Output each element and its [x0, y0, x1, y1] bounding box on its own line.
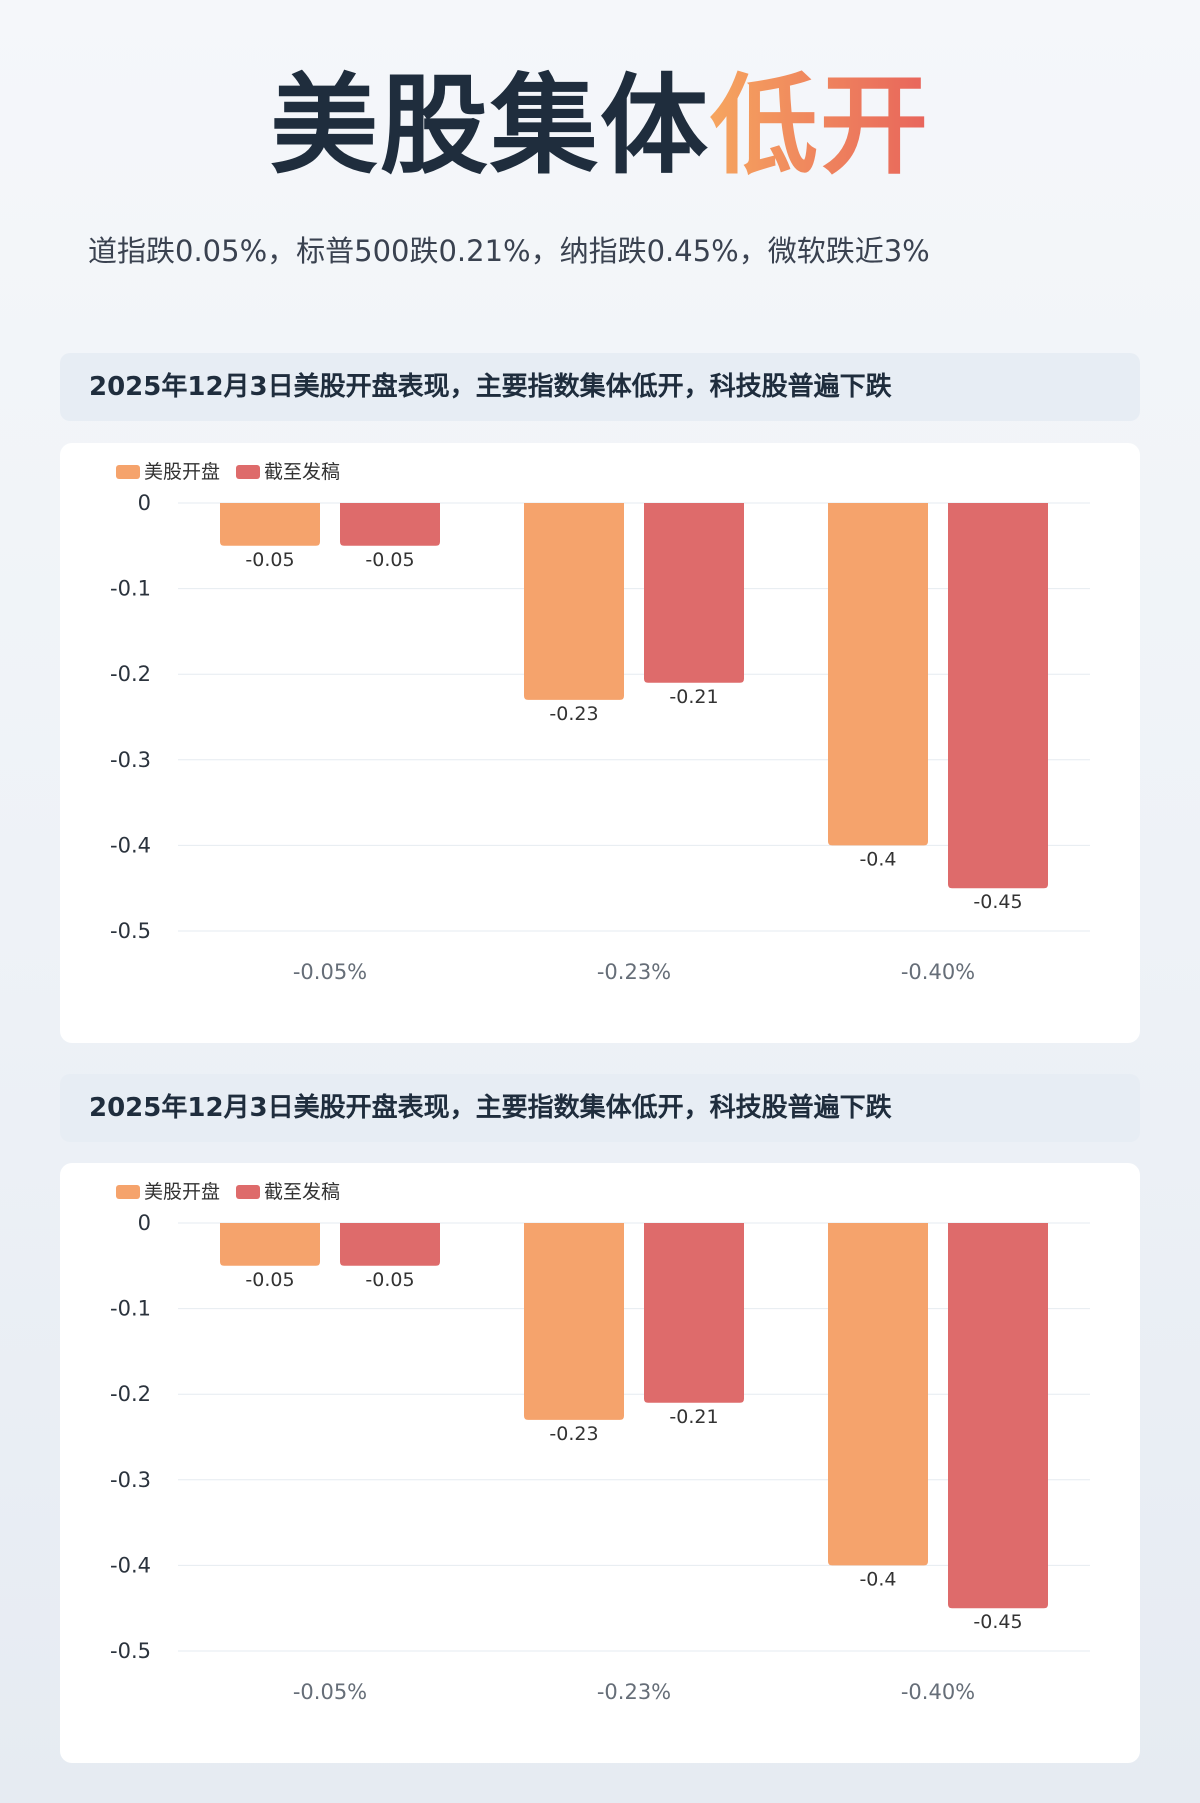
legend-swatch — [236, 465, 260, 479]
bar — [644, 503, 744, 683]
y-tick-label: -0.1 — [110, 1297, 151, 1321]
data-label: -0.4 — [859, 848, 896, 870]
legend-label: 美股开盘 — [144, 461, 220, 483]
data-label: -0.05 — [365, 549, 414, 571]
bar — [828, 503, 928, 846]
y-tick-label: -0.5 — [110, 919, 151, 943]
legend-swatch — [236, 1185, 260, 1199]
x-tick-label: -0.05% — [293, 960, 367, 984]
y-tick-label: 0 — [138, 491, 151, 515]
legend-label: 截至发稿 — [264, 461, 340, 483]
data-label: -0.21 — [669, 1406, 718, 1428]
y-tick-label: -0.3 — [110, 1468, 151, 1492]
legend-swatch — [116, 465, 140, 479]
data-label: -0.23 — [549, 1423, 598, 1445]
page-title-highlight: 低开 — [710, 64, 931, 189]
y-tick-label: -0.5 — [110, 1639, 151, 1663]
data-label: -0.45 — [973, 891, 1022, 913]
bar-chart-2: 美股开盘 截至发稿 0 -0.1 -0.2 -0.3 -0.4 -0.5 -0.05 -0.05 -… — [110, 1181, 1090, 1704]
legend-item: 美股开盘 — [116, 461, 220, 483]
data-label: -0.05 — [245, 1269, 294, 1291]
page-title-main: 美股集体 — [269, 64, 710, 189]
y-tick-label: 0 — [138, 1211, 151, 1235]
legend-swatch — [116, 1185, 140, 1199]
bar-chart-1: 美股开盘 截至发稿 0 -0.1 -0.2 -0.3 -0.4 -0.5 -0.05 -0.05 -… — [110, 461, 1090, 984]
data-label: -0.05 — [245, 549, 294, 571]
section-header-text: 2025年12月3日美股开盘表现，主要指数集体低开，科技股普遍下跌 — [89, 1093, 892, 1123]
y-tick-label: -0.4 — [110, 833, 151, 857]
data-label: -0.21 — [669, 686, 718, 708]
bar — [524, 503, 624, 700]
page-title: 美股集体低开 — [0, 62, 1200, 192]
section-header-text: 2025年12月3日美股开盘表现，主要指数集体低开，科技股普遍下跌 — [89, 372, 892, 402]
legend-item: 截至发稿 — [236, 461, 340, 483]
data-label: -0.4 — [859, 1568, 896, 1590]
bar — [948, 1223, 1048, 1609]
page-subtitle: 道指跌0.05%，标普500跌0.21%，纳指跌0.45%，微软跌近3% — [88, 234, 930, 268]
legend-item: 截至发稿 — [236, 1181, 340, 1203]
chart-card-1: 美股开盘 截至发稿 0 -0.1 -0.2 -0.3 -0.4 -0.5 -0.05 -0.05 -… — [60, 443, 1140, 1043]
legend-label: 截至发稿 — [264, 1181, 340, 1203]
x-tick-label: -0.40% — [901, 1680, 975, 1704]
bar — [828, 1223, 928, 1566]
bar — [948, 503, 1048, 889]
data-label: -0.23 — [549, 703, 598, 725]
chart-card-2: 美股开盘 截至发稿 0 -0.1 -0.2 -0.3 -0.4 -0.5 -0.05 -0.05 -… — [60, 1163, 1140, 1763]
bar — [220, 1223, 320, 1266]
y-tick-label: -0.1 — [110, 577, 151, 601]
x-tick-label: -0.40% — [901, 960, 975, 984]
x-tick-label: -0.05% — [293, 1680, 367, 1704]
x-tick-label: -0.23% — [597, 1680, 671, 1704]
data-label: -0.45 — [973, 1611, 1022, 1633]
bar — [220, 503, 320, 546]
bar — [644, 1223, 744, 1403]
legend-label: 美股开盘 — [144, 1181, 220, 1203]
data-label: -0.05 — [365, 1269, 414, 1291]
bar — [340, 503, 440, 546]
y-tick-label: -0.2 — [110, 662, 151, 686]
section-header-2: 2025年12月3日美股开盘表现，主要指数集体低开，科技股普遍下跌 — [60, 1074, 1140, 1142]
section-header-1: 2025年12月3日美股开盘表现，主要指数集体低开，科技股普遍下跌 — [60, 353, 1140, 421]
x-tick-label: -0.23% — [597, 960, 671, 984]
bar — [340, 1223, 440, 1266]
y-tick-label: -0.2 — [110, 1382, 151, 1406]
bar — [524, 1223, 624, 1420]
y-tick-label: -0.3 — [110, 748, 151, 772]
legend-item: 美股开盘 — [116, 1181, 220, 1203]
y-tick-label: -0.4 — [110, 1553, 151, 1577]
